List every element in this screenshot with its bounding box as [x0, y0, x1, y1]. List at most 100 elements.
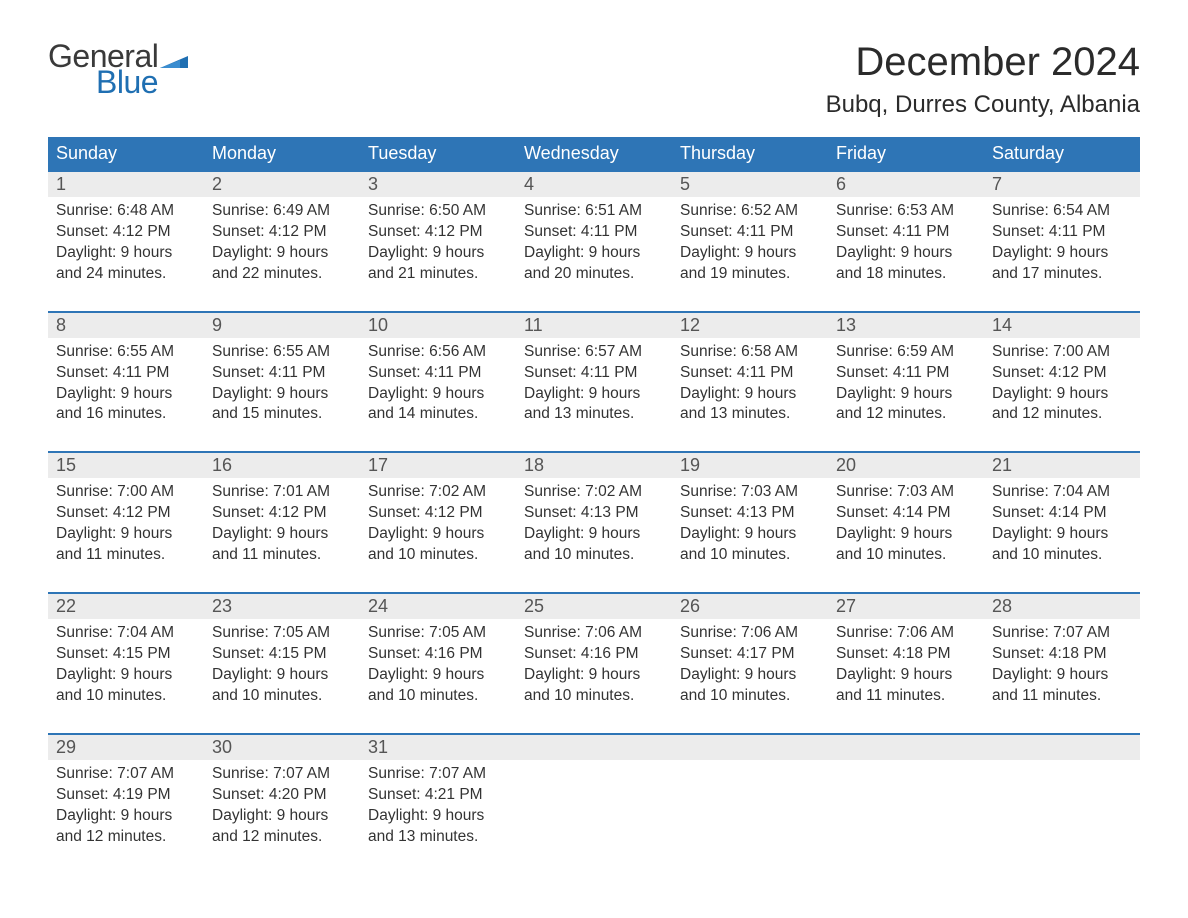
week-row: 293031 Sunrise: 7:07 AMSunset: 4:19 PMDa… [48, 733, 1140, 848]
day-number: 29 [48, 735, 204, 760]
sunrise-text: Sunrise: 6:54 AM [992, 201, 1132, 222]
daylight-text-2: and 10 minutes. [368, 545, 508, 566]
sunset-text: Sunset: 4:13 PM [524, 503, 664, 524]
week-row: 22232425262728Sunrise: 7:04 AMSunset: 4:… [48, 592, 1140, 707]
day-details: Sunrise: 7:05 AMSunset: 4:15 PMDaylight:… [204, 619, 360, 707]
weekday-thursday: Thursday [672, 137, 828, 170]
day-number: 24 [360, 594, 516, 619]
daylight-text-1: Daylight: 9 hours [212, 806, 352, 827]
sunset-text: Sunset: 4:12 PM [368, 503, 508, 524]
sunset-text: Sunset: 4:16 PM [368, 644, 508, 665]
daylight-text-2: and 19 minutes. [680, 264, 820, 285]
day-number: 13 [828, 313, 984, 338]
sunrise-text: Sunrise: 6:55 AM [212, 342, 352, 363]
sunrise-text: Sunrise: 7:00 AM [56, 482, 196, 503]
day-details: Sunrise: 7:04 AMSunset: 4:14 PMDaylight:… [984, 478, 1140, 566]
day-details: Sunrise: 6:51 AMSunset: 4:11 PMDaylight:… [516, 197, 672, 285]
day-details: Sunrise: 6:54 AMSunset: 4:11 PMDaylight:… [984, 197, 1140, 285]
sunset-text: Sunset: 4:11 PM [524, 363, 664, 384]
weekday-saturday: Saturday [984, 137, 1140, 170]
daynum-row: 22232425262728 [48, 592, 1140, 619]
day-number [672, 735, 828, 760]
sunset-text: Sunset: 4:11 PM [524, 222, 664, 243]
sunset-text: Sunset: 4:11 PM [836, 222, 976, 243]
sunset-text: Sunset: 4:11 PM [212, 363, 352, 384]
daylight-text-1: Daylight: 9 hours [368, 665, 508, 686]
sunset-text: Sunset: 4:21 PM [368, 785, 508, 806]
details-row: Sunrise: 6:48 AMSunset: 4:12 PM Daylight:… [48, 197, 1140, 285]
daylight-text-2: and 24 minutes. [56, 264, 196, 285]
daylight-text-2: and 10 minutes. [524, 545, 664, 566]
sunrise-text: Sunrise: 6:51 AM [524, 201, 664, 222]
sunrise-text: Sunrise: 6:48 AM [56, 201, 196, 222]
day-details: Sunrise: 7:07 AMSunset: 4:21 PMDaylight:… [360, 760, 516, 848]
day-number: 7 [984, 172, 1140, 197]
daylight-text-1: Daylight: 9 hours [524, 665, 664, 686]
sunset-text: Sunset: 4:13 PM [680, 503, 820, 524]
daynum-row: 15161718192021 [48, 451, 1140, 478]
daylight-text-2: and 13 minutes. [680, 404, 820, 425]
daylight-text-2: and 12 minutes. [56, 827, 196, 848]
daylight-text-1: Daylight: 9 hours [368, 384, 508, 405]
weekday-friday: Friday [828, 137, 984, 170]
daylight-text-1: Daylight: 9 hours [212, 524, 352, 545]
logo: General Blue [48, 40, 188, 98]
details-row: Sunrise: 6:55 AMSunset: 4:11 PMDaylight:… [48, 338, 1140, 426]
day-details: Sunrise: 6:55 AMSunset: 4:11 PMDaylight:… [204, 338, 360, 426]
day-details: Sunrise: 7:06 AMSunset: 4:17 PMDaylight:… [672, 619, 828, 707]
day-details: Sunrise: 7:01 AMSunset: 4:12 PMDaylight:… [204, 478, 360, 566]
daylight-text-2: and 11 minutes. [212, 545, 352, 566]
day-number: 20 [828, 453, 984, 478]
day-details: Sunrise: 6:58 AMSunset: 4:11 PMDaylight:… [672, 338, 828, 426]
sunset-text: Sunset: 4:18 PM [836, 644, 976, 665]
sunrise-text: Sunrise: 7:00 AM [992, 342, 1132, 363]
sunset-text: Sunset: 4:11 PM [992, 222, 1132, 243]
sunrise-text: Sunrise: 7:03 AM [836, 482, 976, 503]
day-details: Sunrise: 6:55 AMSunset: 4:11 PMDaylight:… [48, 338, 204, 426]
weekday-header-row: SundayMondayTuesdayWednesdayThursdayFrid… [48, 137, 1140, 170]
sunrise-text: Sunrise: 7:05 AM [368, 623, 508, 644]
day-number: 8 [48, 313, 204, 338]
daylight-text-1: Daylight: 9 hours [836, 243, 976, 264]
day-details: Sunrise: 7:07 AMSunset: 4:20 PMDaylight:… [204, 760, 360, 848]
daylight-text-1: Daylight: 9 hours [212, 665, 352, 686]
daylight-text-1: Daylight: 9 hours [836, 665, 976, 686]
daylight-text-1: Daylight: 9 hours [836, 524, 976, 545]
day-details: Sunrise: 7:00 AMSunset: 4:12 PMDaylight:… [48, 478, 204, 566]
daylight-text-2: and 11 minutes. [992, 686, 1132, 707]
day-details: Sunrise: 7:04 AMSunset: 4:15 PMDaylight:… [48, 619, 204, 707]
day-number: 9 [204, 313, 360, 338]
day-number: 4 [516, 172, 672, 197]
logo-flag-icon [160, 48, 188, 68]
day-number: 2 [204, 172, 360, 197]
sunset-text: Sunset: 4:11 PM [56, 363, 196, 384]
day-details: Sunrise: 7:02 AMSunset: 4:13 PMDaylight:… [516, 478, 672, 566]
day-number: 17 [360, 453, 516, 478]
sunset-text: Sunset: 4:20 PM [212, 785, 352, 806]
day-details: Sunrise: 7:03 AMSunset: 4:14 PMDaylight:… [828, 478, 984, 566]
week-row: 15161718192021 Sunrise: 7:00 AM Sunset: 4:… [48, 451, 1140, 566]
sunset-text: Sunset: 4:12 PM [56, 222, 196, 243]
daynum-row: 891011121314 [48, 311, 1140, 338]
details-row: Sunrise: 7:00 AM Sunset: 4:12 PM Daylight:… [48, 478, 1140, 566]
week-row: 1234567Sunrise: 6:48 AMSunset: 4:12 PMDa… [48, 170, 1140, 285]
weekday-monday: Monday [204, 137, 360, 170]
day-number: 25 [516, 594, 672, 619]
sunset-text: Sunset: 4:15 PM [56, 644, 196, 665]
sunrise-text: Sunrise: 6:58 AM [680, 342, 820, 363]
title-block: December 2024 Bubq, Durres County, Alban… [826, 40, 1140, 119]
daylight-text-1: Daylight: 9 hours [836, 384, 976, 405]
sunset-text: Sunset: 4:17 PM [680, 644, 820, 665]
sunrise-text: Sunrise: 6:53 AM [836, 201, 976, 222]
day-number: 19 [672, 453, 828, 478]
day-number: 15 [48, 453, 204, 478]
sunset-text: Sunset: 4:14 PM [992, 503, 1132, 524]
daylight-text-1: Daylight: 9 hours [368, 243, 508, 264]
day-number [984, 735, 1140, 760]
day-details: Sunrise: 6:48 AMSunset: 4:12 PMDaylight:… [48, 197, 204, 285]
day-number: 3 [360, 172, 516, 197]
sunrise-text: Sunrise: 6:50 AM [368, 201, 508, 222]
day-details: Sunrise: 6:49 AMSunset: 4:12 PMDaylight:… [204, 197, 360, 285]
sunrise-text: Sunrise: 7:07 AM [992, 623, 1132, 644]
day-number: 1 [48, 172, 204, 197]
